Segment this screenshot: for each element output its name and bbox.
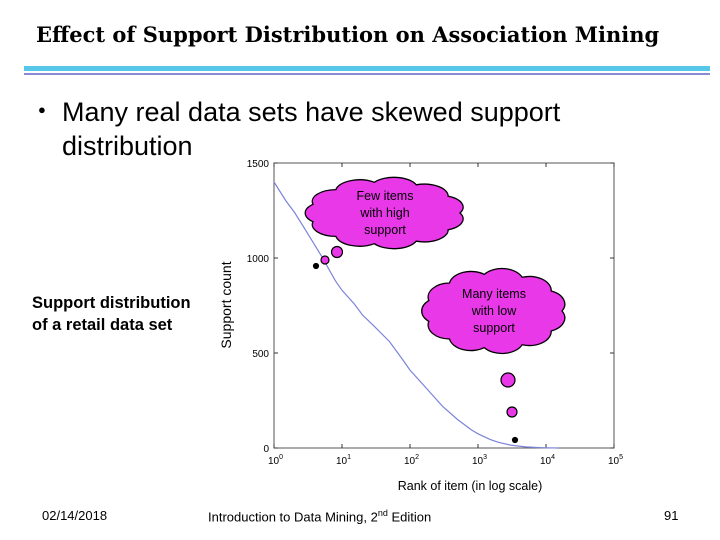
x-tick-label: 102 [404, 454, 419, 467]
bubble-low-1 [500, 372, 516, 388]
x-tick-label: 101 [336, 454, 351, 467]
footer-book-sup: nd [377, 508, 388, 518]
cloud-few-items-high-support-text: Few items [357, 189, 414, 203]
footer-date: 02/14/2018 [42, 508, 108, 523]
cloud-many-items-low-support: Many items with low support [421, 267, 566, 355]
slide-title: Effect of Support Distribution on Associ… [36, 22, 660, 47]
cloud-many-items-low-support-text: support [473, 321, 515, 335]
cloud-many-items-low-support-shape [421, 267, 566, 355]
x-tick-label: 105 [608, 454, 623, 467]
side-label: Support distribution of a retail data se… [32, 294, 191, 334]
plot-frame [273, 162, 615, 449]
footer-book-title: Introduction to Data Mining, 2nd Edition [208, 508, 431, 524]
cloud-few-items-high-support-text: support [364, 223, 406, 237]
footer-book-end: Edition [387, 509, 432, 525]
footer-book-text: Introduction to Data Mining, 2 [208, 509, 378, 525]
cloud-few-items-high-support: Few items with high support [304, 176, 464, 250]
x-axis-label: Rank of item (in log scale) [398, 479, 543, 493]
bubble-high-2 [320, 255, 330, 265]
bubble-high-1 [330, 245, 344, 259]
bubble-low-3 [511, 436, 519, 444]
y-tick-label: 0 [263, 444, 269, 455]
cloud-many-items-low-support-text: with low [471, 304, 517, 318]
x-tick-label: 100 [268, 454, 283, 467]
bullet-icon: ● [38, 102, 46, 117]
title-rule-bottom [24, 73, 710, 75]
y-tick-label: 1000 [247, 254, 270, 265]
y-axis-label: Support count [218, 261, 234, 348]
y-tick-label: 1500 [247, 159, 270, 170]
bubble-low-2 [506, 406, 518, 418]
bubble-high-3 [312, 262, 320, 270]
bullet-text: Many real data sets have skewed support … [62, 97, 561, 161]
cloud-few-items-high-support-text: with high [359, 206, 409, 220]
cloud-many-items-low-support-text: Many items [462, 287, 526, 301]
y-tick-label: 500 [252, 349, 269, 360]
x-tick-label: 103 [472, 454, 487, 467]
cloud-few-items-high-support-shape [304, 176, 464, 250]
x-tick-label: 104 [540, 454, 555, 467]
page-number: 91 [664, 508, 679, 523]
title-rule-top [24, 66, 710, 71]
